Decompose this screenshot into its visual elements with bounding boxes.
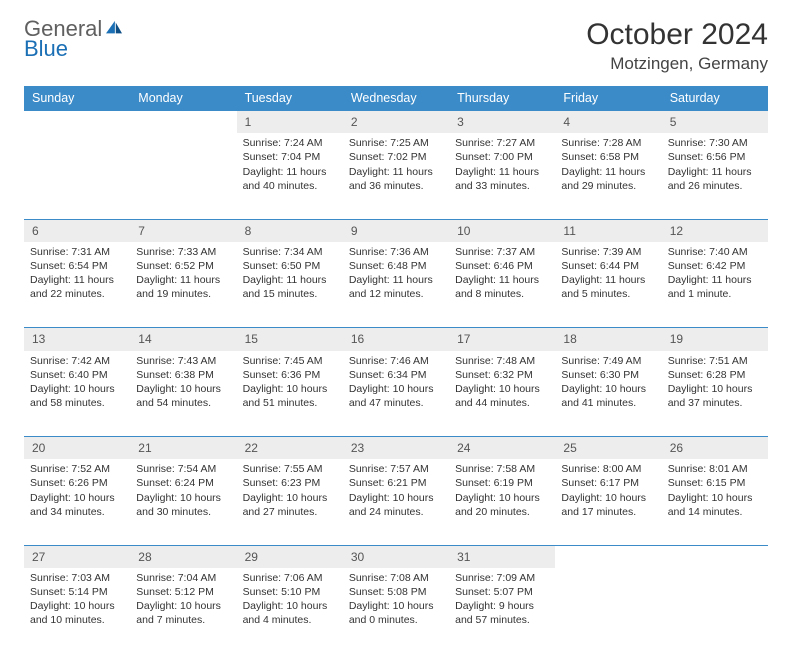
day-number-cell: 1 xyxy=(237,111,343,134)
day-cell: Sunrise: 7:48 AMSunset: 6:32 PMDaylight:… xyxy=(449,351,555,437)
day-cell: Sunrise: 7:25 AMSunset: 7:02 PMDaylight:… xyxy=(343,133,449,219)
day-number-cell: 28 xyxy=(130,545,236,568)
weekday-header: Monday xyxy=(130,86,236,111)
day-number-cell: 25 xyxy=(555,437,661,460)
header: GeneralBlue October 2024 Motzingen, Germ… xyxy=(24,18,768,74)
day-cell: Sunrise: 7:24 AMSunset: 7:04 PMDaylight:… xyxy=(237,133,343,219)
weekday-header: Tuesday xyxy=(237,86,343,111)
location: Motzingen, Germany xyxy=(586,54,768,74)
day-cell: Sunrise: 7:09 AMSunset: 5:07 PMDaylight:… xyxy=(449,568,555,654)
weekday-header: Thursday xyxy=(449,86,555,111)
day-cell xyxy=(130,133,236,219)
day-number-cell: 17 xyxy=(449,328,555,351)
day-number-cell: 9 xyxy=(343,219,449,242)
day-cell: Sunrise: 7:08 AMSunset: 5:08 PMDaylight:… xyxy=(343,568,449,654)
day-cell: Sunrise: 7:33 AMSunset: 6:52 PMDaylight:… xyxy=(130,242,236,328)
day-cell: Sunrise: 7:36 AMSunset: 6:48 PMDaylight:… xyxy=(343,242,449,328)
day-number-cell: 19 xyxy=(662,328,768,351)
day-number-cell: 8 xyxy=(237,219,343,242)
day-cell xyxy=(24,133,130,219)
day-cell: Sunrise: 7:51 AMSunset: 6:28 PMDaylight:… xyxy=(662,351,768,437)
day-number-cell xyxy=(662,545,768,568)
day-number-cell: 29 xyxy=(237,545,343,568)
day-cell: Sunrise: 8:00 AMSunset: 6:17 PMDaylight:… xyxy=(555,459,661,545)
day-cell: Sunrise: 7:40 AMSunset: 6:42 PMDaylight:… xyxy=(662,242,768,328)
day-number-cell xyxy=(555,545,661,568)
day-cell: Sunrise: 7:04 AMSunset: 5:12 PMDaylight:… xyxy=(130,568,236,654)
day-cell: Sunrise: 7:27 AMSunset: 7:00 PMDaylight:… xyxy=(449,133,555,219)
day-number-cell: 27 xyxy=(24,545,130,568)
day-number-cell: 6 xyxy=(24,219,130,242)
day-cell: Sunrise: 7:34 AMSunset: 6:50 PMDaylight:… xyxy=(237,242,343,328)
day-number-cell: 31 xyxy=(449,545,555,568)
sail-icon xyxy=(104,18,124,40)
day-number-cell: 2 xyxy=(343,111,449,134)
day-cell: Sunrise: 7:42 AMSunset: 6:40 PMDaylight:… xyxy=(24,351,130,437)
day-number-cell: 16 xyxy=(343,328,449,351)
day-cell: Sunrise: 7:55 AMSunset: 6:23 PMDaylight:… xyxy=(237,459,343,545)
day-number-cell xyxy=(24,111,130,134)
day-number-cell: 22 xyxy=(237,437,343,460)
day-number-cell: 11 xyxy=(555,219,661,242)
day-number-cell: 18 xyxy=(555,328,661,351)
weekday-header: Saturday xyxy=(662,86,768,111)
day-number-cell: 12 xyxy=(662,219,768,242)
day-number-cell: 24 xyxy=(449,437,555,460)
day-cell: Sunrise: 7:54 AMSunset: 6:24 PMDaylight:… xyxy=(130,459,236,545)
day-cell: Sunrise: 7:06 AMSunset: 5:10 PMDaylight:… xyxy=(237,568,343,654)
day-cell xyxy=(662,568,768,654)
day-number-cell: 30 xyxy=(343,545,449,568)
day-number-cell: 23 xyxy=(343,437,449,460)
day-number-cell: 3 xyxy=(449,111,555,134)
day-number-cell: 14 xyxy=(130,328,236,351)
weekday-header: Friday xyxy=(555,86,661,111)
day-cell: Sunrise: 7:45 AMSunset: 6:36 PMDaylight:… xyxy=(237,351,343,437)
title-block: October 2024 Motzingen, Germany xyxy=(586,18,768,74)
day-number-cell: 21 xyxy=(130,437,236,460)
day-cell: Sunrise: 8:01 AMSunset: 6:15 PMDaylight:… xyxy=(662,459,768,545)
day-cell: Sunrise: 7:49 AMSunset: 6:30 PMDaylight:… xyxy=(555,351,661,437)
day-number-cell: 26 xyxy=(662,437,768,460)
day-cell: Sunrise: 7:03 AMSunset: 5:14 PMDaylight:… xyxy=(24,568,130,654)
weekday-header: Sunday xyxy=(24,86,130,111)
day-cell: Sunrise: 7:43 AMSunset: 6:38 PMDaylight:… xyxy=(130,351,236,437)
day-number-cell: 4 xyxy=(555,111,661,134)
calendar-header-row: SundayMondayTuesdayWednesdayThursdayFrid… xyxy=(24,86,768,111)
day-cell: Sunrise: 7:31 AMSunset: 6:54 PMDaylight:… xyxy=(24,242,130,328)
day-cell: Sunrise: 7:57 AMSunset: 6:21 PMDaylight:… xyxy=(343,459,449,545)
day-cell: Sunrise: 7:30 AMSunset: 6:56 PMDaylight:… xyxy=(662,133,768,219)
brand-part2: Blue xyxy=(24,38,124,60)
day-cell: Sunrise: 7:39 AMSunset: 6:44 PMDaylight:… xyxy=(555,242,661,328)
day-cell xyxy=(555,568,661,654)
day-cell: Sunrise: 7:37 AMSunset: 6:46 PMDaylight:… xyxy=(449,242,555,328)
day-cell: Sunrise: 7:28 AMSunset: 6:58 PMDaylight:… xyxy=(555,133,661,219)
calendar-table: SundayMondayTuesdayWednesdayThursdayFrid… xyxy=(24,86,768,654)
day-number-cell: 15 xyxy=(237,328,343,351)
day-number-cell: 10 xyxy=(449,219,555,242)
day-number-cell: 7 xyxy=(130,219,236,242)
day-number-cell: 5 xyxy=(662,111,768,134)
day-cell: Sunrise: 7:58 AMSunset: 6:19 PMDaylight:… xyxy=(449,459,555,545)
day-cell: Sunrise: 7:46 AMSunset: 6:34 PMDaylight:… xyxy=(343,351,449,437)
weekday-header: Wednesday xyxy=(343,86,449,111)
month-title: October 2024 xyxy=(586,18,768,52)
day-number-cell xyxy=(130,111,236,134)
day-number-cell: 20 xyxy=(24,437,130,460)
day-number-cell: 13 xyxy=(24,328,130,351)
day-cell: Sunrise: 7:52 AMSunset: 6:26 PMDaylight:… xyxy=(24,459,130,545)
brand-logo: GeneralBlue xyxy=(24,18,124,60)
